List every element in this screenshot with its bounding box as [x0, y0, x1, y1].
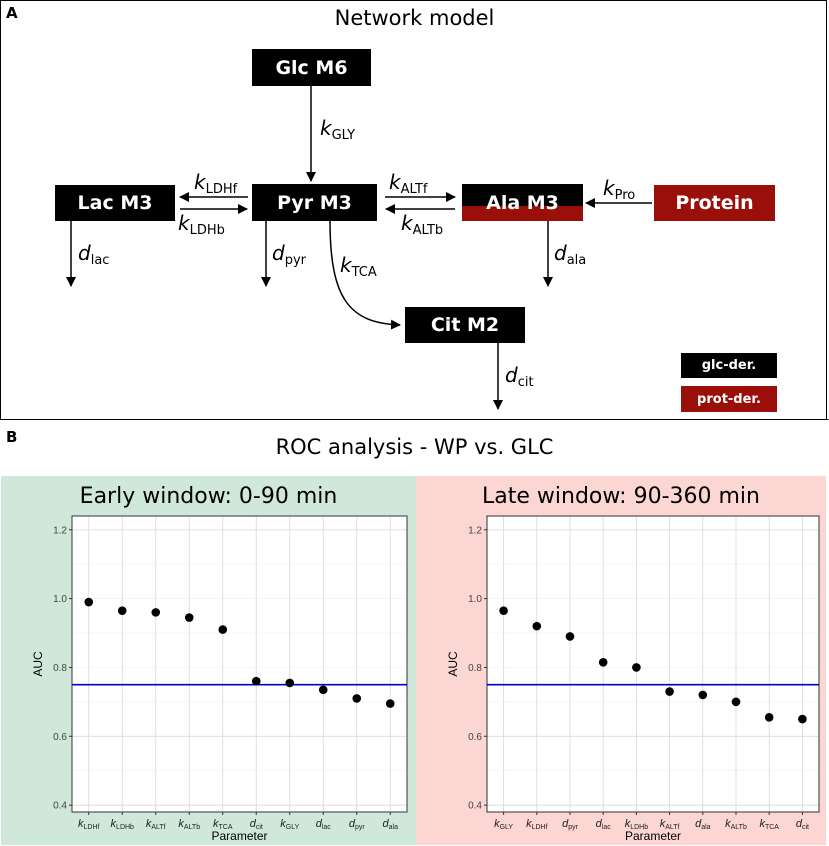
plot-area — [72, 516, 407, 812]
y-axis-title: AUC — [446, 651, 460, 677]
x-tick-label: kALTf — [146, 818, 166, 831]
rate-d-pyr: dpyr — [272, 241, 306, 268]
rate-k-tca: kTCA — [340, 253, 377, 280]
x-tick-label: kALTf — [660, 818, 680, 831]
x-tick-label: kTCA — [213, 818, 233, 831]
data-point — [352, 694, 362, 703]
legend-glc-derived: glc-der. — [681, 353, 777, 378]
arrow-tca — [329, 220, 401, 330]
plot-border — [486, 515, 820, 813]
x-tick-label: dala — [383, 818, 399, 831]
data-point — [318, 685, 328, 695]
x-tick-label: dpyr — [562, 818, 579, 831]
network-model-title: Network model — [334, 6, 495, 30]
node-pyr: Pyr M3 — [252, 184, 377, 221]
data-point — [798, 714, 807, 724]
data-point — [565, 632, 575, 641]
data-point — [764, 713, 774, 722]
early-window-title: Early window: 0-90 min — [79, 484, 338, 509]
data-point — [598, 657, 608, 667]
rate-k-altb: kALTb — [401, 211, 444, 238]
y-tick-label: 0.8 — [468, 663, 482, 674]
x-tick-label: dlac — [596, 818, 612, 831]
panel-b-letter: B — [6, 428, 18, 446]
y-tick-label: 1.2 — [468, 525, 482, 536]
node-cit: Cit M2 — [405, 307, 525, 343]
y-tick-label: 1.0 — [53, 594, 67, 605]
x-axis-title: Parameter — [625, 829, 681, 843]
plot-1: 0.4 0.6 0.8 1.0 1.2 kGLY kLDHf dpyr dlac kLDHb kAL… — [446, 515, 820, 843]
data-point — [84, 597, 94, 607]
node-glc: Glc M6 — [252, 49, 371, 86]
data-point — [385, 699, 395, 708]
rate-k-altf: kALTf — [389, 170, 428, 197]
x-tick-label: kLDHb — [111, 818, 135, 831]
y-axis-title: AUC — [31, 651, 45, 677]
data-point — [698, 690, 708, 700]
roc-analysis-title: ROC analysis - WP vs. GLC — [275, 435, 554, 459]
rate-d-cit: dcit — [505, 363, 534, 390]
x-tick-label: kGLY — [280, 818, 299, 831]
x-axis-title: Parameter — [211, 829, 267, 843]
x-tick-label: kLDHf — [78, 818, 100, 831]
plot-0: 0.4 0.6 0.8 1.0 1.2 kLDHf kLDHb kALTf kALTb kTCA d… — [31, 515, 408, 843]
x-tick-label: kALTb — [178, 818, 200, 831]
data-point — [731, 697, 741, 707]
rate-d-ala: dala — [554, 241, 587, 268]
node-ala: Ala M3 — [462, 184, 583, 221]
x-tick-label: dcit — [250, 818, 263, 831]
y-tick-label: 0.8 — [53, 663, 67, 674]
data-point — [117, 606, 127, 615]
legend-prot-derived: prot-der. — [681, 386, 777, 412]
data-point — [184, 613, 194, 622]
y-tick-label: 1.0 — [468, 594, 482, 605]
x-tick-label: kLDHb — [625, 818, 649, 831]
panel-a-letter: A — [6, 4, 18, 22]
rate-k-gly: kGLY — [320, 116, 356, 143]
late-window-title: Late window: 90-360 min — [482, 484, 760, 509]
x-tick-label: dlac — [316, 818, 332, 831]
data-point — [151, 608, 161, 617]
rate-k-ldhb: kLDHb — [178, 211, 225, 238]
x-tick-label: kALTb — [725, 818, 747, 831]
x-tick-label: dpyr — [349, 818, 366, 831]
data-point — [632, 663, 641, 672]
x-tick-label: dcit — [796, 818, 809, 831]
data-point — [499, 606, 508, 615]
y-tick-label: 0.4 — [468, 801, 482, 812]
x-tick-label: kLDHf — [526, 818, 548, 831]
plot-area — [487, 516, 819, 812]
y-tick-label: 0.4 — [53, 801, 67, 812]
x-tick-label: kTCA — [759, 818, 779, 831]
data-point — [532, 621, 542, 631]
network-arrows — [0, 86, 829, 420]
data-point — [285, 678, 295, 688]
rate-k-ldhf: kLDHf — [194, 170, 238, 197]
plot-border — [71, 515, 408, 813]
node-protein: Protein — [654, 185, 775, 221]
x-tick-label: kGLY — [494, 818, 513, 831]
y-tick-label: 1.2 — [53, 525, 67, 536]
node-lac: Lac M3 — [55, 185, 175, 221]
rate-d-lac: dlac — [78, 241, 110, 268]
rate-k-pro: kPro — [603, 176, 636, 203]
data-point — [251, 676, 261, 686]
y-tick-label: 0.6 — [53, 732, 67, 743]
x-tick-label: dala — [695, 818, 711, 831]
data-point — [665, 687, 674, 696]
data-point — [218, 625, 228, 634]
y-tick-label: 0.6 — [468, 732, 482, 743]
